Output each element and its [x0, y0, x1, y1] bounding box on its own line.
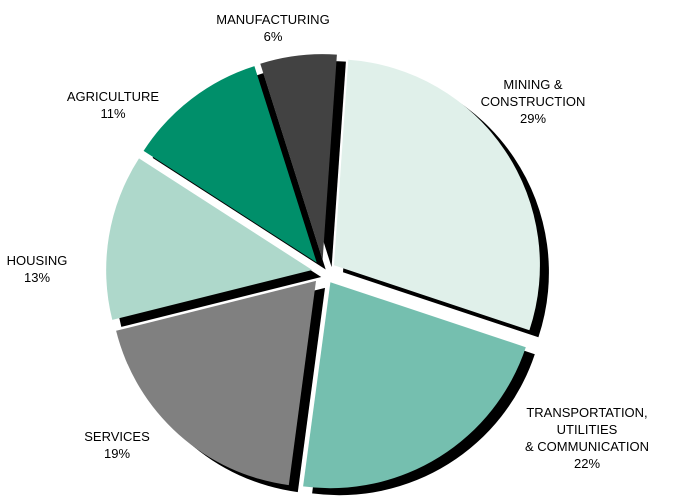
slice-services: [116, 280, 316, 486]
label-housing-percent: 13%: [23, 270, 51, 285]
slice-mining-construction: [334, 59, 540, 331]
label-transport-percent: 22%: [573, 456, 601, 471]
slice-agriculture: [143, 66, 317, 263]
label-services-line-1: SERVICES: [84, 429, 150, 444]
label-housing-line-1: HOUSING: [6, 253, 68, 268]
label-agriculture-line-1: AGRICULTURE: [66, 89, 160, 104]
label-manufacturing: MANUFACTURING 6%: [198, 11, 348, 45]
label-transportation: TRANSPORTATION, UTILITIES & COMMUNICATIO…: [497, 404, 677, 472]
label-mining-percent: 29%: [519, 111, 547, 126]
slice-transportation-utilities-communication: [303, 282, 526, 489]
label-mining-construction: MINING & CONSTRUCTION 29%: [458, 76, 608, 127]
label-housing: HOUSING 13%: [0, 252, 77, 286]
label-services: SERVICES 19%: [57, 428, 177, 462]
slice-housing: [106, 158, 313, 320]
label-transport-line-1: TRANSPORTATION,: [526, 405, 648, 420]
slice-manufacturing: [260, 54, 337, 261]
label-services-percent: 19%: [103, 446, 131, 461]
label-agriculture: AGRICULTURE 11%: [48, 88, 178, 122]
label-transport-line-2: UTILITIES: [556, 422, 618, 437]
label-transport-line-3: & COMMUNICATION: [525, 439, 649, 454]
label-mining-line-1: MINING &: [503, 77, 563, 92]
slices: [106, 54, 540, 489]
label-manufacturing-percent: 6%: [263, 29, 283, 44]
label-manufacturing-line-1: MANUFACTURING: [216, 12, 330, 27]
label-agriculture-percent: 11%: [100, 106, 126, 121]
label-mining-line-2: CONSTRUCTION: [480, 94, 586, 109]
